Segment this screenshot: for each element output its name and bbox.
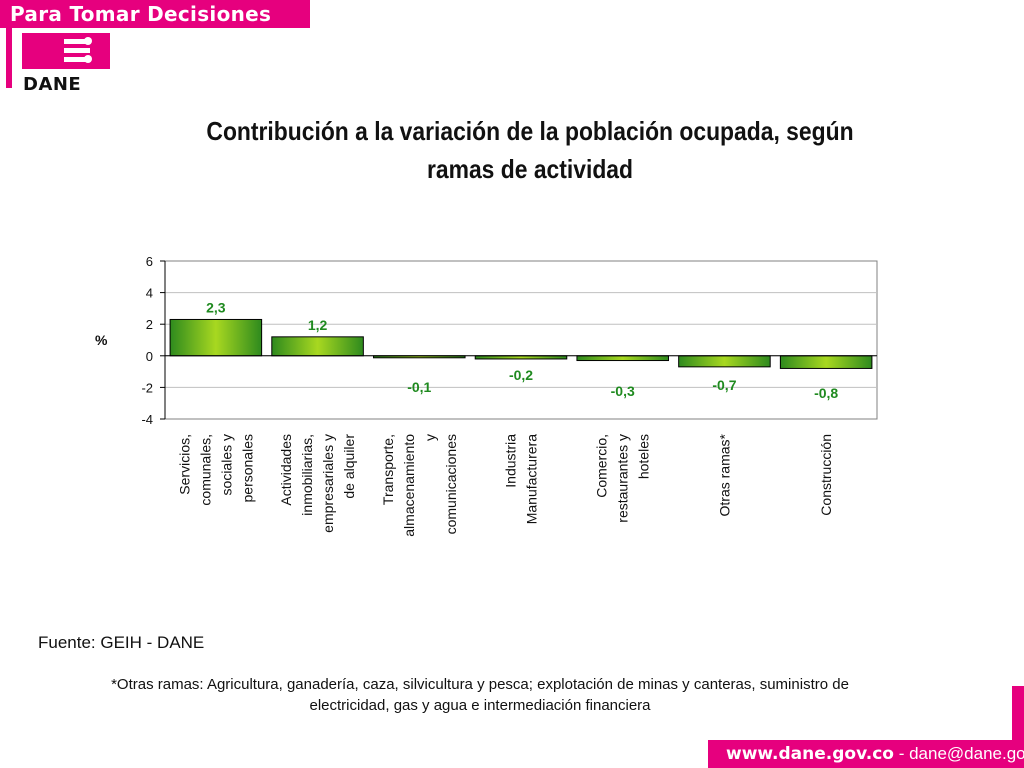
x-tick-label-line: personales [239, 434, 255, 503]
chart-title: Contribución a la variación de la poblac… [169, 112, 891, 188]
bar [576, 355, 669, 362]
y-tick-label: -4 [141, 412, 153, 427]
bar [271, 336, 364, 357]
x-tick-label-line: comunicaciones [443, 434, 459, 534]
bar [678, 355, 771, 368]
chart-canvas: 6 4 2 0 -2 -4 2,3 Servicios, comunales, sociales … [141, 254, 878, 537]
x-tick-label: Actividades inmobiliarias, empresariales y… [278, 434, 357, 533]
data-label: -0,8 [814, 385, 838, 401]
footnote-line: electricidad, gas y agua e intermediació… [309, 697, 651, 714]
x-tick-label-line: Transporte, [380, 434, 396, 505]
x-tick-label-line: comunales, [197, 434, 213, 506]
email-link[interactable]: dane@dane.gov.co [909, 744, 1024, 763]
data-label: -0,2 [509, 367, 533, 383]
y-tick-label: 2 [146, 317, 153, 332]
data-label: 2,3 [206, 299, 226, 315]
y-tick-label: 6 [146, 254, 153, 269]
x-tick-label-line: Comercio, [594, 434, 610, 498]
data-label: -0,3 [611, 383, 635, 399]
x-tick-label: Transporte, almacenamiento y comunicaciones [380, 434, 459, 537]
left-accent-rule [6, 28, 12, 88]
x-tick-label-line: y [422, 434, 438, 441]
x-tick-label-line: Actividades [278, 434, 294, 506]
x-tick-label-line: Manufacturera [524, 434, 540, 524]
data-label: -0,7 [712, 377, 736, 393]
x-tick-label-line: restaurantes y [615, 434, 631, 523]
dane-logo-icon [22, 33, 110, 69]
right-accent-rule [1012, 686, 1024, 740]
footer-separator: - [893, 744, 910, 763]
x-tick-label: Otras ramas* [716, 433, 732, 516]
footer-bar [708, 740, 1024, 768]
y-tick-label: 0 [146, 349, 153, 364]
bar [779, 355, 873, 369]
x-tick-label-line: Construcción [818, 434, 834, 516]
chart-title-line: Contribución a la variación de la poblac… [206, 116, 854, 146]
x-tick-label: Comercio, restaurantes y hoteles [594, 434, 652, 523]
x-tick-label-line: de alquiler [341, 434, 357, 499]
footer-contact: www.dane.gov.co - dane@dane.gov.co [726, 744, 1024, 764]
data-label: 1,2 [308, 317, 328, 333]
bar [169, 318, 263, 357]
footnote-line: *Otras ramas: Agricultura, ganadería, ca… [111, 676, 849, 693]
chart-title-line: ramas de actividad [426, 154, 634, 184]
x-tick-label: Industria Manufacturera [503, 434, 540, 524]
x-tick-label-line: empresariales y [320, 434, 336, 533]
y-tick-label: -2 [141, 380, 153, 395]
x-tick-label-line: almacenamiento [401, 434, 417, 537]
x-tick-label-line: inmobiliarias, [299, 434, 315, 516]
logo-text: DANE [23, 74, 82, 95]
website-link[interactable]: www.dane.gov.co [726, 744, 894, 764]
x-tick-label-line: Servicios, [176, 434, 192, 495]
x-tick-label-line: hoteles [636, 434, 652, 479]
banner-text: Para Tomar Decisiones [10, 2, 272, 26]
data-label: -0,1 [407, 379, 431, 395]
x-tick-label-line: sociales y [218, 434, 234, 495]
x-tick-label-line: Otras ramas* [716, 433, 732, 516]
source-text: Fuente: GEIH - DANE [38, 633, 205, 652]
x-tick-label: Construcción [818, 434, 834, 516]
footnote: *Otras ramas: Agricultura, ganadería, ca… [40, 674, 920, 716]
y-axis-label: % [95, 332, 108, 348]
x-tick-label-line: Industria [503, 434, 519, 488]
y-tick-label: 4 [146, 286, 153, 301]
x-tick-label: Servicios, comunales, sociales y personales [176, 434, 255, 506]
header-banner: Para Tomar Decisiones [0, 0, 310, 28]
